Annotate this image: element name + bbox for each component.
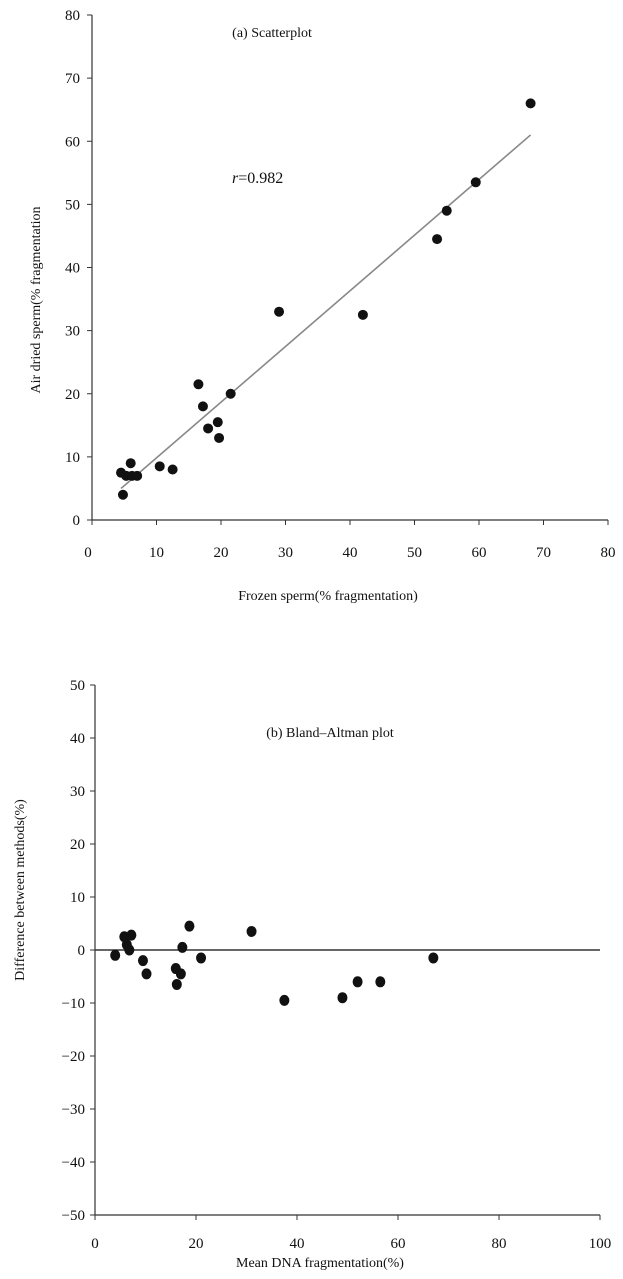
- correlation-symbol: r: [232, 170, 239, 187]
- chart-b-data-point: [375, 976, 386, 988]
- chart-b-y-tick-label: −20: [62, 1049, 85, 1065]
- chart-b-data-point: [171, 978, 182, 990]
- chart-b-data-point: [279, 994, 290, 1006]
- chart-a-data-point: [441, 205, 452, 216]
- chart-a-x-tick-label: 50: [407, 545, 422, 561]
- chart-b-data-point: [177, 941, 188, 953]
- chart-a-y-tick-label: 50: [65, 197, 80, 213]
- chart-a-data-point: [197, 401, 208, 412]
- chart-a-data-point: [525, 98, 536, 109]
- chart-a-x-axis-title: Frozen sperm(% fragmentation): [238, 589, 418, 604]
- correlation-value: =0.982: [238, 170, 283, 187]
- chart-a-title: (a) Scatterplot: [232, 26, 312, 41]
- regression-line: [120, 134, 532, 490]
- chart-b-data-point: [124, 944, 135, 956]
- chart-a-x-tick-label: 0: [84, 545, 92, 561]
- chart-a-x-tick-label: 80: [601, 545, 616, 561]
- chart-b-title: (b) Bland–Altman plot: [266, 726, 394, 741]
- chart-a-data-point: [167, 464, 178, 475]
- chart-b-data-point: [246, 925, 257, 937]
- chart-b-y-tick-label: −50: [62, 1208, 85, 1224]
- chart-b-y-tick-label: 40: [70, 731, 85, 747]
- chart-b-y-tick-label: 50: [70, 678, 85, 694]
- chart-a-data-point: [212, 417, 223, 428]
- chart-a-data-point: [125, 458, 136, 469]
- chart-b-y-tick-label: 20: [70, 837, 85, 853]
- chart-a-y-tick-label: 30: [65, 324, 80, 340]
- chart-b-data-point: [175, 968, 186, 980]
- chart-b-y-tick-label: 0: [78, 943, 86, 959]
- chart-b-y-tick-label: −10: [62, 996, 85, 1012]
- chart-b-x-tick-label: 0: [91, 1236, 99, 1252]
- chart-a-y-tick-label: 60: [65, 134, 80, 150]
- chart-a-data-point: [193, 379, 204, 390]
- chart-b-y-axis-title: Difference between methods(%): [13, 799, 28, 981]
- chart-b-data-point: [352, 976, 363, 988]
- chart-b-y-tick-label: −30: [62, 1102, 85, 1118]
- chart-b-data-point: [110, 949, 121, 961]
- correlation-annotation: r=0.982: [232, 170, 283, 187]
- chart-b-data-point: [184, 920, 195, 932]
- chart-a-x-tick-label: 70: [536, 545, 551, 561]
- chart-b-x-tick-label: 60: [391, 1236, 406, 1252]
- chart-a-x-tick-label: 60: [472, 545, 487, 561]
- chart-a-data-point: [357, 309, 368, 320]
- chart-b-y-tick-label: 10: [70, 890, 85, 906]
- chart-b-x-tick-label: 40: [290, 1236, 305, 1252]
- chart-b-data-point: [126, 929, 137, 941]
- chart-a-data-point: [132, 470, 143, 481]
- chart-a-data-point: [432, 234, 443, 245]
- chart-a-y-tick-label: 20: [65, 387, 80, 403]
- chart-a-y-tick-label: 40: [65, 261, 80, 277]
- scatterplot-chart: 0 10 20 30 40 50 60 70 80 0 10 20 30 40 50 60 70 80 (a) S…: [29, 8, 616, 604]
- chart-a-x-tick-label: 40: [343, 545, 358, 561]
- chart-a-data-point: [203, 423, 214, 434]
- chart-a-data-point: [274, 306, 285, 317]
- chart-a-data-point: [214, 432, 225, 443]
- chart-a-x-tick-label: 10: [149, 545, 164, 561]
- chart-a-data-point: [117, 489, 128, 500]
- chart-b-data-point: [196, 952, 207, 964]
- chart-b-x-tick-label: 80: [492, 1236, 507, 1252]
- chart-a-data-point: [470, 177, 481, 188]
- chart-b-y-tick-label: −40: [62, 1155, 85, 1171]
- chart-a-y-tick-label: 80: [65, 8, 80, 24]
- chart-b-data-point: [428, 952, 439, 964]
- chart-b-data-point: [141, 968, 152, 980]
- chart-a-y-tick-label: 10: [65, 450, 80, 466]
- chart-a-x-tick-label: 20: [214, 545, 229, 561]
- chart-a-x-tick-label: 30: [278, 545, 293, 561]
- chart-a-data-point: [154, 461, 165, 472]
- chart-b-y-tick-label: 30: [70, 784, 85, 800]
- chart-a-y-tick-label: 70: [65, 71, 80, 87]
- chart-b-x-tick-label: 20: [189, 1236, 204, 1252]
- chart-b-x-tick-label: 100: [589, 1236, 612, 1252]
- chart-a-y-axis-title: Air dried sperm(% fragmentation: [29, 207, 44, 394]
- chart-b-x-axis-title: Mean DNA fragmentation(%): [236, 1256, 404, 1271]
- chart-a-y-tick-label: 0: [73, 513, 81, 529]
- chart-a-data-point: [225, 388, 236, 399]
- chart-b-data-point: [337, 992, 348, 1004]
- chart-b-data-point: [137, 955, 148, 967]
